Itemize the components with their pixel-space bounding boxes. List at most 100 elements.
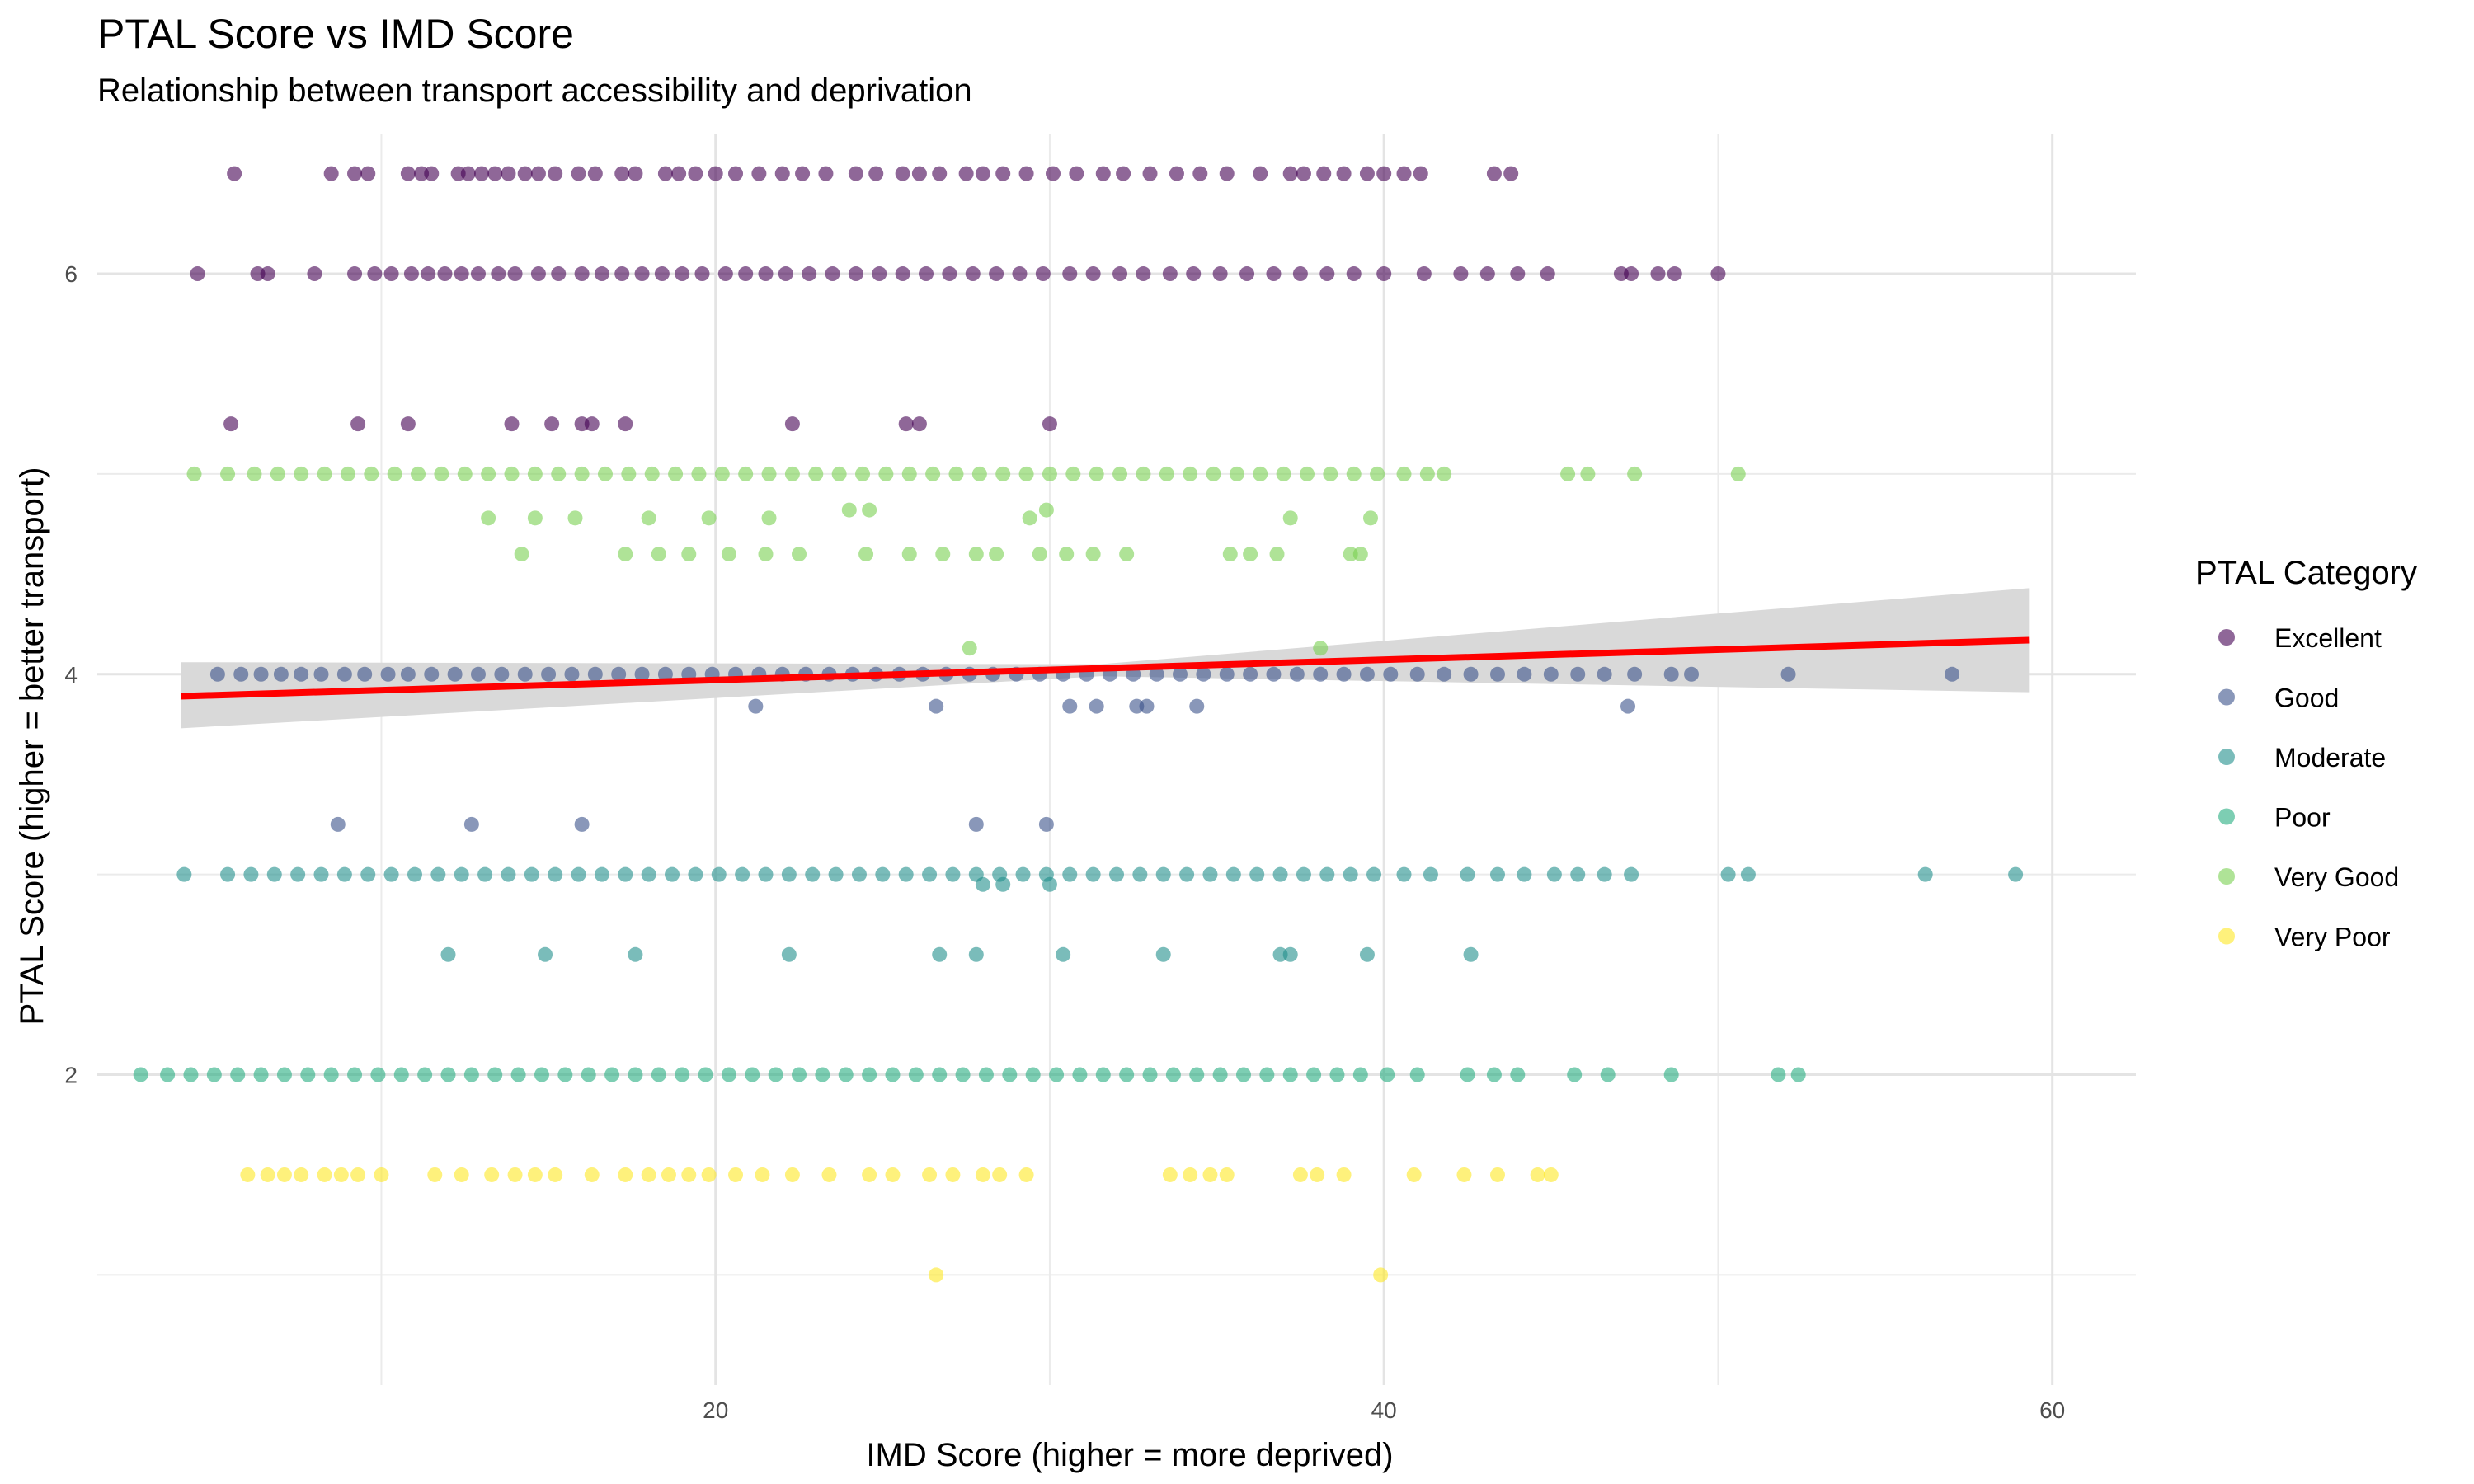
point-poor <box>230 1067 246 1082</box>
point-excellent <box>260 266 275 282</box>
point-very-good <box>364 466 379 481</box>
point-moderate <box>851 866 867 882</box>
point-poor <box>1510 1067 1526 1082</box>
point-excellent <box>1296 166 1311 181</box>
point-excellent <box>708 166 723 181</box>
point-moderate <box>1624 866 1639 882</box>
point-poor <box>908 1067 924 1082</box>
point-excellent <box>1069 166 1084 181</box>
point-moderate <box>430 866 446 882</box>
point-good <box>424 666 440 682</box>
x-axis-title: IMD Score (higher = more deprived) <box>866 1437 1393 1473</box>
point-good <box>1266 666 1282 682</box>
point-very-good <box>858 547 874 562</box>
point-excellent <box>895 266 910 282</box>
point-very-good <box>971 466 987 481</box>
point-moderate <box>711 866 727 882</box>
point-excellent <box>975 166 990 181</box>
point-very-good <box>1253 466 1268 481</box>
point-good <box>1383 666 1399 682</box>
point-poor <box>698 1067 713 1082</box>
point-excellent <box>671 166 687 181</box>
point-very-good <box>691 466 707 481</box>
point-moderate <box>1249 866 1265 882</box>
point-excellent <box>223 416 239 432</box>
point-very-good <box>411 466 426 481</box>
y-tick-label: 2 <box>64 1063 78 1088</box>
point-very-poor <box>821 1167 837 1182</box>
point-poor <box>510 1067 526 1082</box>
point-very-poor <box>755 1167 770 1182</box>
point-poor <box>1095 1067 1111 1082</box>
point-good <box>1172 666 1188 682</box>
point-poor <box>955 1067 971 1082</box>
point-excellent <box>1012 266 1028 282</box>
point-excellent <box>350 416 366 432</box>
point-good <box>611 666 627 682</box>
point-very-poor <box>1336 1167 1352 1182</box>
point-good <box>494 666 510 682</box>
point-very-good <box>1018 466 1034 481</box>
point-very-good <box>1038 502 1054 518</box>
point-poor <box>1600 1067 1616 1082</box>
point-moderate <box>618 866 633 882</box>
point-very-poor <box>484 1167 500 1182</box>
point-excellent <box>1062 266 1078 282</box>
point-excellent <box>675 266 690 282</box>
point-poor <box>1165 1067 1181 1082</box>
point-moderate <box>1225 866 1241 882</box>
point-moderate <box>454 866 469 882</box>
point-good <box>357 666 373 682</box>
legend-label-very-poor: Very Poor <box>2274 923 2391 952</box>
point-moderate <box>1296 866 1311 882</box>
point-excellent <box>1192 166 1208 181</box>
point-poor <box>792 1067 807 1082</box>
point-very-poor <box>929 1267 944 1283</box>
point-very-good <box>294 466 309 481</box>
point-very-good <box>317 466 332 481</box>
point-excellent <box>738 266 754 282</box>
point-excellent <box>421 266 436 282</box>
point-moderate <box>360 866 376 882</box>
point-excellent <box>1453 266 1469 282</box>
point-very-good <box>527 510 543 526</box>
point-very-good <box>1580 466 1596 481</box>
grid-lines <box>97 134 2136 1385</box>
point-moderate <box>1460 866 1475 882</box>
point-very-good <box>668 466 684 481</box>
point-moderate <box>968 946 984 962</box>
point-very-good <box>681 547 697 562</box>
point-very-poor <box>276 1167 292 1182</box>
legend-key-moderate <box>2218 749 2235 765</box>
point-very-good <box>1560 466 1576 481</box>
point-very-poor <box>317 1167 332 1182</box>
point-moderate <box>594 866 609 882</box>
point-very-good <box>1059 547 1075 562</box>
point-excellent <box>784 416 800 432</box>
point-moderate <box>1272 866 1288 882</box>
point-very-good <box>1243 547 1258 562</box>
point-very-poor <box>1018 1167 1034 1182</box>
point-good <box>1663 666 1679 682</box>
point-good <box>587 666 603 682</box>
point-excellent <box>1253 166 1268 181</box>
point-good <box>294 666 309 682</box>
point-excellent <box>795 166 811 181</box>
point-very-good <box>792 547 807 562</box>
legend-key-excellent <box>2218 629 2235 646</box>
point-excellent <box>825 266 840 282</box>
point-very-poor <box>992 1167 1008 1182</box>
point-excellent <box>1136 266 1151 282</box>
point-very-good <box>995 466 1011 481</box>
point-poor <box>557 1067 573 1082</box>
point-moderate <box>922 866 938 882</box>
point-moderate <box>1282 946 1298 962</box>
point-good <box>1489 666 1505 682</box>
point-moderate <box>1109 866 1124 882</box>
point-poor <box>487 1067 503 1082</box>
point-excellent <box>403 266 419 282</box>
point-very-poor <box>1456 1167 1472 1182</box>
point-excellent <box>347 166 363 181</box>
point-moderate <box>2008 866 2024 882</box>
point-excellent <box>507 266 523 282</box>
